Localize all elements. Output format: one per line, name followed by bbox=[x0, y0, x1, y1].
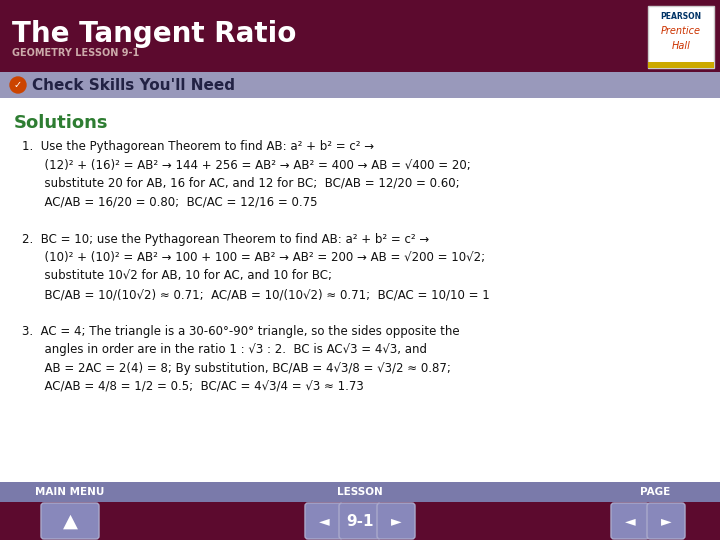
Text: ◄: ◄ bbox=[625, 514, 635, 528]
FancyBboxPatch shape bbox=[648, 62, 714, 68]
Circle shape bbox=[10, 77, 26, 93]
FancyBboxPatch shape bbox=[41, 503, 99, 539]
Text: The Tangent Ratio: The Tangent Ratio bbox=[12, 20, 297, 48]
Text: ✓: ✓ bbox=[14, 80, 22, 90]
Text: 3.  AC = 4; The triangle is a 30-60°-90° triangle, so the sides opposite the: 3. AC = 4; The triangle is a 30-60°-90° … bbox=[22, 325, 459, 338]
FancyBboxPatch shape bbox=[0, 0, 720, 72]
Text: Hall: Hall bbox=[672, 41, 690, 51]
FancyBboxPatch shape bbox=[377, 503, 415, 539]
Text: AC/AB = 16/20 = 0.80;  BC/AC = 12/16 = 0.75: AC/AB = 16/20 = 0.80; BC/AC = 12/16 = 0.… bbox=[22, 195, 318, 208]
Text: (12)² + (16)² = AB² → 144 + 256 = AB² → AB² = 400 → AB = √400 = 20;: (12)² + (16)² = AB² → 144 + 256 = AB² → … bbox=[22, 159, 471, 172]
Text: BC/AB = 10/(10√2) ≈ 0.71;  AC/AB = 10/(10√2) ≈ 0.71;  BC/AC = 10/10 = 1: BC/AB = 10/(10√2) ≈ 0.71; AC/AB = 10/(10… bbox=[22, 288, 490, 301]
Text: 1.  Use the Pythagorean Theorem to find AB: a² + b² = c² →: 1. Use the Pythagorean Theorem to find A… bbox=[22, 140, 374, 153]
FancyBboxPatch shape bbox=[0, 72, 720, 98]
FancyBboxPatch shape bbox=[647, 503, 685, 539]
FancyBboxPatch shape bbox=[339, 503, 381, 539]
Text: ►: ► bbox=[391, 514, 401, 528]
Text: substitute 10√2 for AB, 10 for AC, and 10 for BC;: substitute 10√2 for AB, 10 for AC, and 1… bbox=[22, 269, 332, 282]
Text: Check Skills You'll Need: Check Skills You'll Need bbox=[32, 78, 235, 92]
Text: (10)² + (10)² = AB² → 100 + 100 = AB² → AB² = 200 → AB = √200 = 10√2;: (10)² + (10)² = AB² → 100 + 100 = AB² → … bbox=[22, 251, 485, 264]
Text: angles in order are in the ratio 1 : √3 : 2.  BC is AC√3 = 4√3, and: angles in order are in the ratio 1 : √3 … bbox=[22, 343, 427, 356]
Text: ▲: ▲ bbox=[63, 511, 78, 530]
Text: 2.  BC = 10; use the Pythagorean Theorem to find AB: a² + b² = c² →: 2. BC = 10; use the Pythagorean Theorem … bbox=[22, 233, 429, 246]
Text: AC/AB = 4/8 = 1/2 = 0.5;  BC/AC = 4√3/4 = √3 ≈ 1.73: AC/AB = 4/8 = 1/2 = 0.5; BC/AC = 4√3/4 =… bbox=[22, 381, 364, 394]
FancyBboxPatch shape bbox=[0, 482, 720, 540]
Text: Solutions: Solutions bbox=[14, 114, 109, 132]
Text: PEARSON: PEARSON bbox=[660, 12, 701, 21]
Text: ►: ► bbox=[661, 514, 671, 528]
Text: LESSON: LESSON bbox=[337, 487, 383, 497]
Text: AB = 2AC = 2(4) = 8; By substitution, BC/AB = 4√3/8 = √3/2 ≈ 0.87;: AB = 2AC = 2(4) = 8; By substitution, BC… bbox=[22, 362, 451, 375]
FancyBboxPatch shape bbox=[0, 98, 720, 482]
FancyBboxPatch shape bbox=[648, 6, 714, 68]
FancyBboxPatch shape bbox=[305, 503, 343, 539]
FancyBboxPatch shape bbox=[611, 503, 649, 539]
Text: PAGE: PAGE bbox=[640, 487, 670, 497]
FancyBboxPatch shape bbox=[0, 482, 720, 502]
Text: GEOMETRY LESSON 9-1: GEOMETRY LESSON 9-1 bbox=[12, 48, 139, 58]
Text: Prentice: Prentice bbox=[661, 26, 701, 36]
Text: substitute 20 for AB, 16 for AC, and 12 for BC;  BC/AB = 12/20 = 0.60;: substitute 20 for AB, 16 for AC, and 12 … bbox=[22, 177, 459, 190]
Text: 9-1: 9-1 bbox=[346, 514, 374, 529]
Text: ◄: ◄ bbox=[319, 514, 329, 528]
Text: MAIN MENU: MAIN MENU bbox=[35, 487, 104, 497]
